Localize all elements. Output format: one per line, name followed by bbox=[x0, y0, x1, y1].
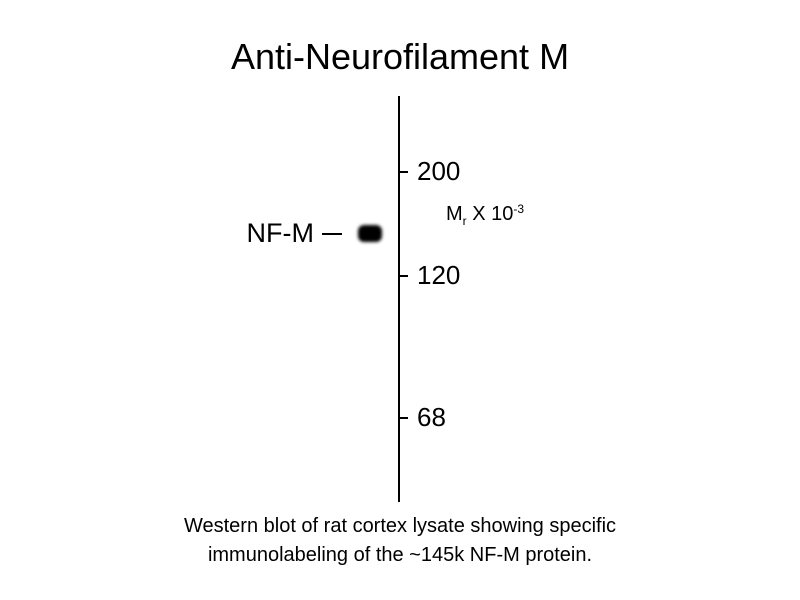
marker-label-120: 120 bbox=[417, 260, 461, 290]
caption-line-2: immunolabeling of the ~145k NF-M protein… bbox=[207, 544, 593, 566]
marker-tick-120 bbox=[400, 275, 408, 277]
protein-band bbox=[358, 225, 382, 242]
molecular-weight-units: Mr X 10-3 bbox=[446, 202, 524, 228]
units-superscript: -3 bbox=[513, 202, 525, 216]
marker-label-68: 68 bbox=[417, 402, 446, 432]
band-label: NF-M bbox=[246, 218, 314, 248]
marker-label-200: 200 bbox=[417, 156, 461, 186]
marker-axis-line bbox=[398, 96, 400, 502]
caption-line-1: Western blot of rat cortex lysate showin… bbox=[183, 515, 617, 537]
figure-title: Anti-Neurofilament M bbox=[230, 36, 570, 77]
band-pointer-dash bbox=[322, 233, 342, 235]
units-main: M bbox=[446, 203, 463, 225]
figure-caption: Western blot of rat cortex lysate showin… bbox=[0, 512, 800, 570]
units-mid: X 10 bbox=[466, 203, 514, 225]
marker-tick-68 bbox=[400, 417, 408, 419]
units-subscript: r bbox=[462, 214, 467, 228]
marker-tick-200 bbox=[400, 171, 408, 173]
